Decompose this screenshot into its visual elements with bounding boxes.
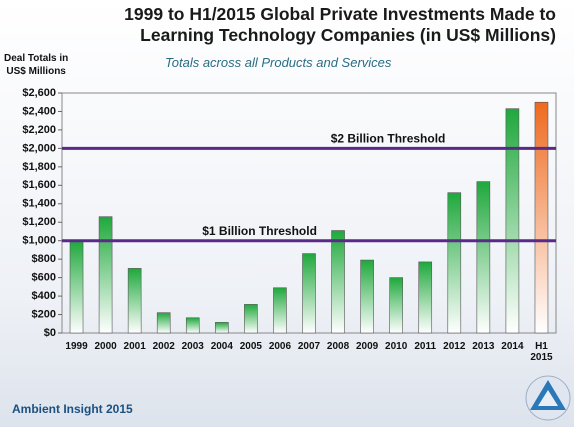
title-line: 1999 to H1/2015 Global Private Investmen… xyxy=(124,4,556,24)
title: 1999 to H1/2015 Global Private Investmen… xyxy=(124,4,556,46)
x-tick-label: 2001 xyxy=(123,341,146,352)
logo xyxy=(525,375,571,421)
y-tick-label: $0 xyxy=(44,327,56,339)
bar xyxy=(215,322,229,334)
bar xyxy=(505,108,520,334)
y-tick-label: $2,200 xyxy=(22,124,56,136)
y-tick-label: $1,400 xyxy=(22,198,56,210)
y-tick-label: $400 xyxy=(32,290,56,302)
y-tick-label: $2,000 xyxy=(22,142,56,154)
bar xyxy=(244,304,258,334)
footer: Ambient Insight 2015 xyxy=(12,402,133,416)
x-tick-label: 2011 xyxy=(414,341,437,352)
bar xyxy=(98,216,113,334)
y-tick-label: $1,600 xyxy=(22,179,56,191)
threshold-label: $1 Billion Threshold xyxy=(202,224,317,238)
bar xyxy=(389,277,403,334)
bar xyxy=(273,287,287,334)
bar xyxy=(331,230,345,334)
y-tick-label: $1,800 xyxy=(22,161,56,173)
x-tick-label: 2003 xyxy=(181,341,204,352)
x-tick-label: 2013 xyxy=(472,341,495,352)
y-tick-label: $200 xyxy=(32,308,56,320)
x-tick-label: 2005 xyxy=(239,341,262,352)
y-label-line: US$ Millions xyxy=(6,66,66,77)
y-tick-label: $1,000 xyxy=(22,235,56,247)
x-tick-label: H1 2015 xyxy=(530,341,553,363)
x-tick-label: 2010 xyxy=(385,341,408,352)
title-line: Learning Technology Companies (in US$ Mi… xyxy=(140,25,556,45)
x-tick-label: 2008 xyxy=(326,341,350,352)
bar xyxy=(69,240,84,334)
y-tick-label: $2,400 xyxy=(22,105,56,117)
y-tick-label: $800 xyxy=(32,253,56,265)
bar xyxy=(418,261,433,334)
bar xyxy=(127,268,142,334)
x-tick-label: 2009 xyxy=(355,341,379,352)
x-tick-label: 2004 xyxy=(210,341,233,352)
bar xyxy=(185,317,200,334)
x-tick-label: 1999 xyxy=(65,341,88,352)
x-tick-label: 2014 xyxy=(501,341,524,352)
y-tick-label: $600 xyxy=(32,272,56,284)
bar xyxy=(476,181,491,334)
y-axis-label: Deal Totals in US$ Millions xyxy=(4,52,68,78)
x-tick-label: 2000 xyxy=(94,341,117,352)
x-tick-label: 2006 xyxy=(268,341,292,352)
x-tick-label: 2007 xyxy=(297,341,321,352)
x-tick-label: 2012 xyxy=(443,341,466,352)
y-tick-label: $1,200 xyxy=(22,216,56,228)
bar xyxy=(447,192,462,334)
subtitle: Totals across all Products and Services xyxy=(165,55,392,70)
threshold-label: $2 Billion Threshold xyxy=(331,132,446,146)
y-tick-label: $2,600 xyxy=(22,87,56,99)
bar xyxy=(534,101,549,334)
bar xyxy=(156,312,171,334)
bar xyxy=(302,253,316,334)
y-label-line: Deal Totals in xyxy=(4,53,69,64)
bar xyxy=(360,259,374,334)
x-tick-label: 2002 xyxy=(152,341,175,352)
